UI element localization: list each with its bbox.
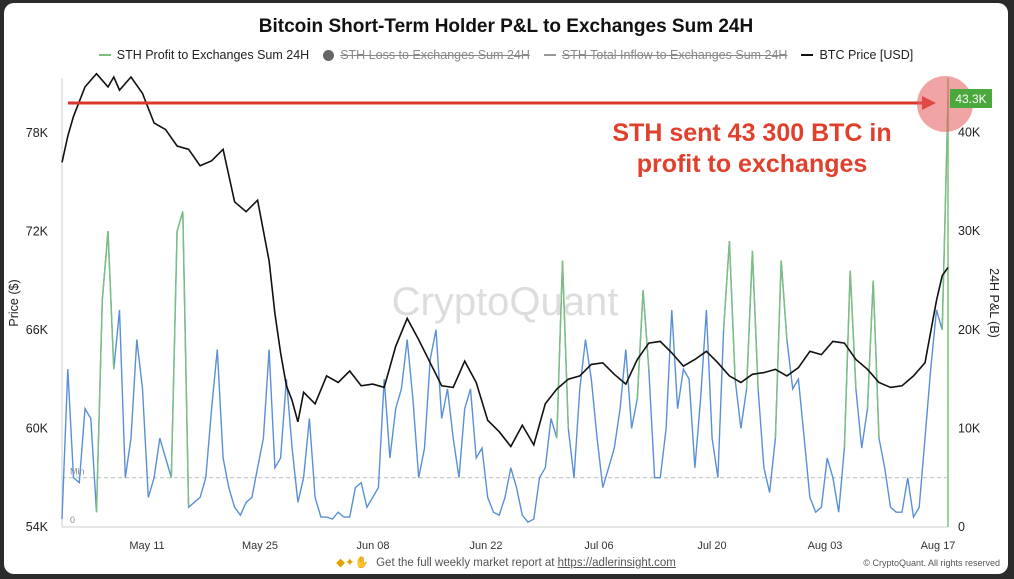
sth-profit-peak-segment xyxy=(182,211,190,508)
x-tick-label: Jul 20 xyxy=(697,540,726,552)
sth-profit-peak-segment xyxy=(866,280,874,409)
sth-profit-peak-segment xyxy=(745,250,754,389)
y-left-tick-label: 78K xyxy=(26,126,49,140)
sth-profit-peak-segment xyxy=(95,300,103,513)
legend: STH Profit to Exchanges Sum 24H STH Loss … xyxy=(4,48,1008,62)
min-label: Min xyxy=(70,467,85,477)
legend-label: STH Total Inflow to Exchanges Sum 24H xyxy=(561,48,788,62)
sth-profit-peak-segment xyxy=(642,290,650,370)
legend-swatch xyxy=(323,49,335,61)
y-right-tick-label: 40K xyxy=(958,126,981,140)
sth-profit-peak-segment xyxy=(728,240,736,380)
sth-profit-peak-segment xyxy=(107,231,115,370)
legend-swatch xyxy=(98,54,111,56)
x-tick-label: Jul 06 xyxy=(584,540,613,552)
legend-item[interactable]: STH Total Inflow to Exchanges Sum 24H xyxy=(543,48,788,62)
watermark: CryptoQuant xyxy=(392,280,619,324)
annotation-line-1: STH sent 43 300 BTC in xyxy=(612,119,891,147)
legend-item[interactable]: BTC Price [USD] xyxy=(801,48,913,62)
sth-profit-line xyxy=(61,99,949,523)
y-left-tick-label: 54K xyxy=(26,520,49,534)
legend-label: STH Profit to Exchanges Sum 24H xyxy=(116,48,310,62)
y-right-tick-label: 0 xyxy=(958,520,965,534)
sth-profit-peak-segment xyxy=(170,231,178,478)
legend-item[interactable]: STH Loss to Exchanges Sum 24H xyxy=(323,48,530,62)
copyright: © CryptoQuant. All rights reserved xyxy=(863,558,1000,568)
btc-price-line xyxy=(61,72,949,448)
x-tick-label: Aug 03 xyxy=(808,540,843,552)
y-left-tick-label: 60K xyxy=(26,421,49,435)
medal-icon: ◆✦✋ xyxy=(336,557,369,569)
sth-profit-peak-segment xyxy=(774,260,782,439)
footer-prefix: Get the full weekly market report at xyxy=(376,557,558,569)
annotation-line-2: profit to exchanges xyxy=(637,150,868,178)
footer-link[interactable]: https://adlerinsight.com xyxy=(557,557,676,569)
chart-title: Bitcoin Short-Term Holder P&L to Exchang… xyxy=(258,16,754,37)
sth-profit-peak-segment xyxy=(176,211,184,232)
value-badge xyxy=(950,89,992,108)
y-right-tick-label: 20K xyxy=(958,323,981,337)
x-tick-label: Jun 08 xyxy=(356,540,389,552)
sth-profit-peak-segment xyxy=(636,290,644,399)
legend-label: STH Loss to Exchanges Sum 24H xyxy=(340,48,530,62)
y-right-tick-label: 30K xyxy=(958,224,981,238)
zero-label: 0 xyxy=(70,515,75,525)
sth-profit-peak-segment xyxy=(561,260,569,429)
legend-swatch xyxy=(543,54,556,56)
y-left-tick-label: 72K xyxy=(26,224,49,238)
x-tick-label: May 25 xyxy=(242,540,278,552)
footer: ◆✦✋ Get the full weekly market report at… xyxy=(4,555,1008,569)
sth-profit-peak-segment xyxy=(722,240,731,330)
legend-swatch xyxy=(801,54,814,56)
sth-profit-peak-segment xyxy=(556,260,564,439)
sth-profit-peak-segment xyxy=(101,231,109,301)
chart-card: Bitcoin Short-Term Holder P&L to Exchang… xyxy=(4,3,1008,574)
x-tick-label: Jun 22 xyxy=(469,540,502,552)
x-tick-label: Aug 17 xyxy=(921,540,956,552)
sth-profit-peak-segment xyxy=(780,260,788,340)
legend-label: BTC Price [USD] xyxy=(819,48,914,62)
y-left-axis-title: Price ($) xyxy=(7,279,21,326)
legend-item[interactable]: STH Profit to Exchanges Sum 24H xyxy=(98,48,310,62)
y-right-tick-label: 10K xyxy=(958,421,981,435)
y-right-axis-title: 24H P&L (B) xyxy=(987,268,1001,338)
sth-profit-peak-segment xyxy=(843,270,851,449)
x-tick-label: May 11 xyxy=(129,540,164,552)
sth-profit-peak-segment xyxy=(849,270,857,389)
sth-profit-peak-segment xyxy=(751,250,759,389)
sth-profit-peak-segment xyxy=(941,99,949,330)
y-left-tick-label: 66K xyxy=(26,323,49,337)
sth-profit-peak-segment xyxy=(872,280,880,439)
value-badge-text: 43.3K xyxy=(955,92,986,106)
